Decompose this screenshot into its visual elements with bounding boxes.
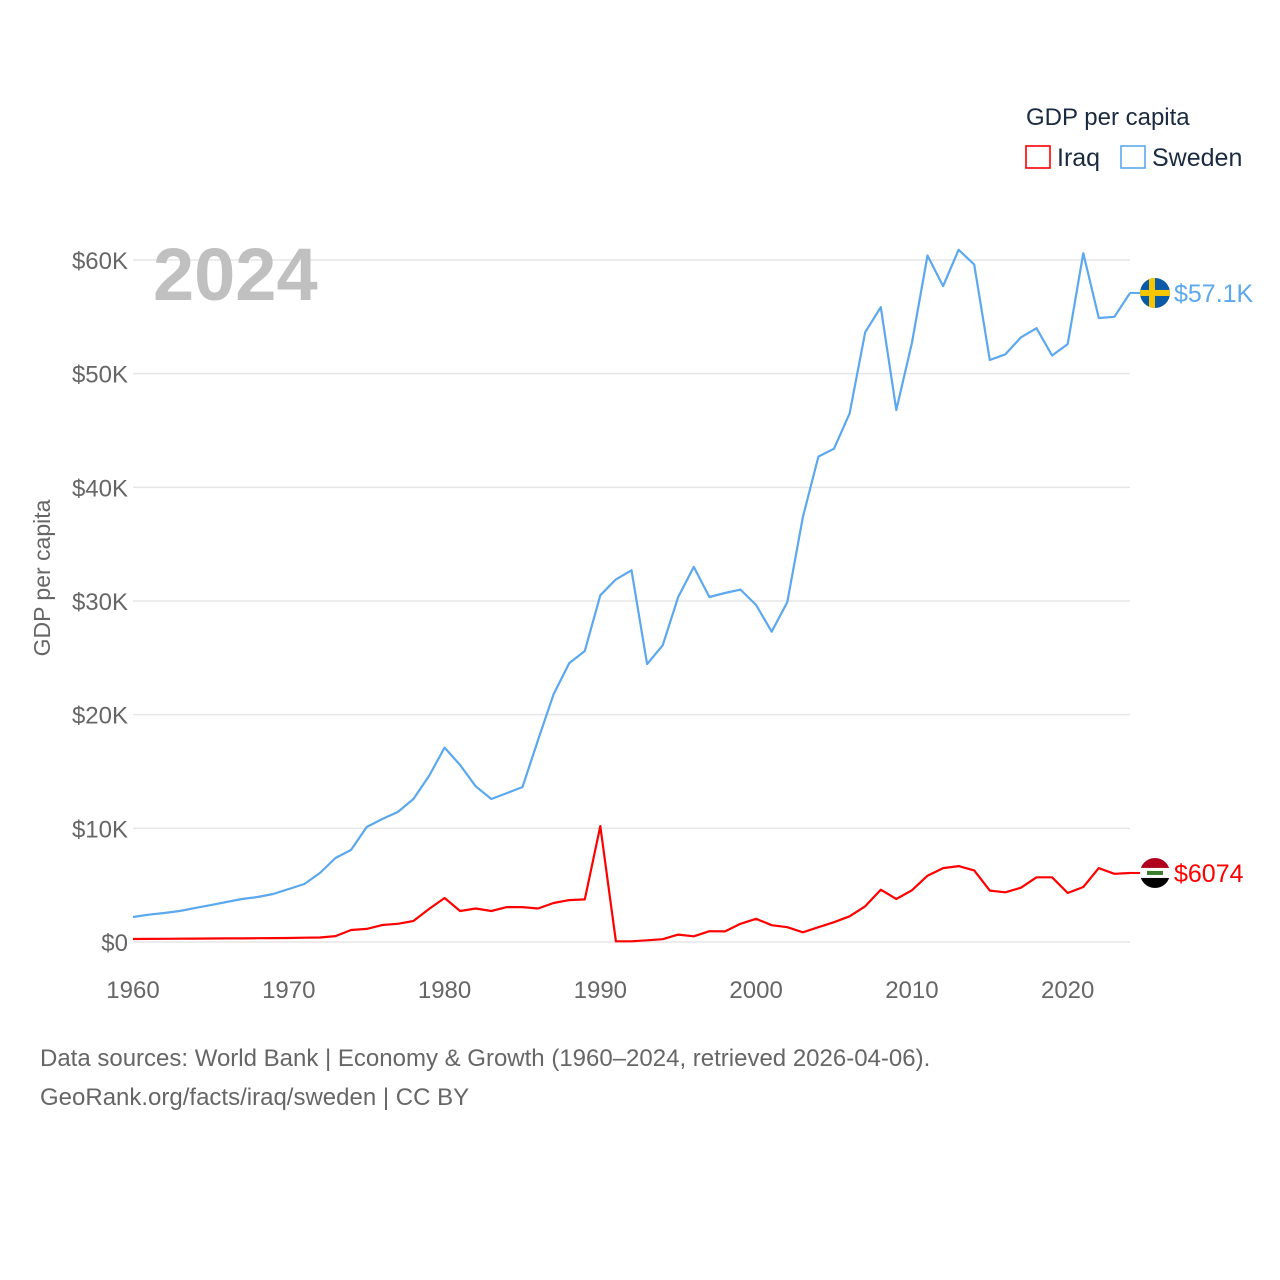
- flag-black: [1140, 877, 1170, 888]
- legend-label: Iraq: [1057, 144, 1100, 172]
- x-tick-label: 2020: [1041, 977, 1094, 1004]
- y-axis-label: GDP per capita: [29, 499, 55, 656]
- flag-body: [1140, 277, 1170, 308]
- y-axis-ticks: $0 $10K $20K $30K $40K $50K $60K: [72, 248, 128, 957]
- y-tick-label: $30K: [72, 589, 128, 616]
- y-tick-label: $20K: [72, 703, 128, 730]
- x-axis-ticks: 1960 1970 1980 1990 2000 2010 2020: [106, 977, 1094, 1004]
- y-tick-label: $40K: [72, 475, 128, 502]
- y-tick-label: $0: [101, 930, 128, 957]
- flag-body: [1140, 857, 1170, 888]
- y-tick-label: $50K: [72, 362, 128, 389]
- iraq-flag-icon: [1140, 857, 1170, 888]
- series-lines: [132, 248, 1131, 943]
- footer-sources: Data sources: World Bank | Economy & Gro…: [40, 1045, 931, 1072]
- flag-script: [1147, 870, 1163, 875]
- legend-swatch: [1120, 145, 1146, 169]
- grid-lines: [133, 259, 1130, 943]
- legend-swatch: [1025, 145, 1051, 169]
- footer-attribution[interactable]: GeoRank.org/facts/iraq/sweden | CC BY: [40, 1084, 470, 1111]
- legend-item-iraq: Iraq: [1025, 144, 1100, 172]
- end-value-label: $6074: [1174, 860, 1244, 888]
- x-tick-label: 2010: [885, 977, 938, 1004]
- year-watermark: 2024: [153, 233, 318, 316]
- x-tick-label: 2000: [729, 977, 782, 1004]
- legend-title: GDP per capita: [1026, 104, 1190, 131]
- series-line-sweden: [132, 248, 1131, 919]
- legend-item-sweden: Sweden: [1120, 144, 1242, 172]
- series-line-iraq: [132, 824, 1131, 943]
- x-tick-label: 1980: [418, 977, 471, 1004]
- flag-cross-v: [1149, 277, 1155, 308]
- legend: GDP per capita Iraq Sweden: [1025, 104, 1242, 172]
- y-tick-label: $10K: [72, 816, 128, 843]
- x-tick-label: 1970: [262, 977, 315, 1004]
- x-tick-label: 1990: [574, 977, 627, 1004]
- x-tick-label: 1960: [106, 977, 159, 1004]
- sweden-flag-icon: [1140, 277, 1170, 308]
- flag-red: [1140, 857, 1170, 868]
- end-value-label: $57.1K: [1174, 280, 1254, 308]
- legend-label: Sweden: [1152, 144, 1242, 172]
- y-tick-label: $60K: [72, 248, 128, 275]
- series-end-labels: $6074 $57.1K: [1130, 277, 1254, 888]
